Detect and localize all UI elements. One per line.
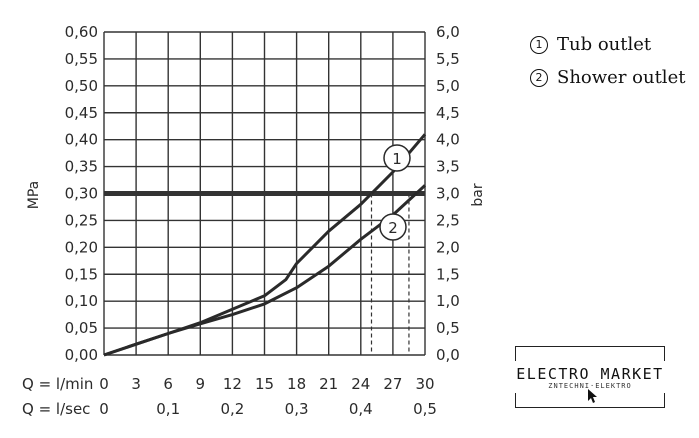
legend-marker-2: 2 [530, 68, 548, 87]
brand-logo: ELECTRO MARKET ZNTECHNI·ELEKTRO [495, 346, 685, 408]
x-tick-lmin: 18 [287, 375, 306, 393]
x-tick-lmin: 24 [351, 375, 370, 393]
y-tick-right: 1,5 [436, 265, 460, 283]
x-tick-lsec: 0 [99, 400, 109, 418]
y-tick-left: 0,30 [65, 185, 98, 203]
x-tick-lmin: 3 [131, 375, 141, 393]
y-tick-right: 4,0 [436, 131, 460, 149]
y-tick-right: 3,5 [436, 158, 460, 176]
x-tick-lmin: 6 [163, 375, 173, 393]
logo-frame-top [515, 346, 665, 361]
y-tick-left: 0,20 [65, 238, 98, 256]
y-tick-left: 0,00 [65, 346, 98, 364]
series-marker-label-2: 2 [388, 219, 398, 237]
series-marker-label-1: 1 [392, 150, 402, 168]
logo-frame-bottom [515, 393, 665, 408]
x-tick-lsec: 0,3 [285, 400, 309, 418]
x-tick-lmin: 0 [99, 375, 109, 393]
x-tick-lsec: 0,1 [156, 400, 180, 418]
y-tick-right: 5,0 [436, 77, 460, 95]
y-tick-left: 0,45 [65, 104, 98, 122]
x-tick-lsec: 0,5 [413, 400, 437, 418]
logo-text: ELECTRO MARKET [495, 365, 685, 383]
y-tick-right: 1,0 [436, 292, 460, 310]
y-tick-left: 0,10 [65, 292, 98, 310]
series-marker-1 [383, 144, 411, 172]
y-tick-left: 0,35 [65, 158, 98, 176]
x-tick-lmin: 9 [196, 375, 206, 393]
y-tick-right: 6,0 [436, 23, 460, 41]
y-tick-left: 0,60 [65, 23, 98, 41]
legend-item-2: 2 Shower outlet [530, 61, 685, 94]
x-tick-lmin: 27 [383, 375, 402, 393]
y-tick-right: 0,0 [436, 346, 460, 364]
legend-label-2: Shower outlet [557, 67, 686, 88]
y-tick-right: 0,5 [436, 319, 460, 337]
legend: 1 Tub outlet 2 Shower outlet [530, 28, 685, 94]
x-tick-lsec: 0,4 [349, 400, 373, 418]
x-tick-lmin: 30 [415, 375, 434, 393]
x-tick-lmin: 12 [223, 375, 242, 393]
y-tick-left: 0,50 [65, 77, 98, 95]
series-line-2 [103, 184, 427, 357]
x-row1-label: Q = l/min [22, 375, 93, 393]
x-tick-lsec: 0,2 [220, 400, 244, 418]
legend-marker-1: 1 [530, 35, 548, 54]
y-tick-left: 0,55 [65, 50, 98, 68]
x-tick-lmin: 15 [255, 375, 274, 393]
y-axis-label-right: bar [470, 183, 486, 206]
tick-labels: 0,000,050,100,150,200,250,300,350,400,45… [22, 23, 460, 418]
y-tick-right: 2,0 [436, 238, 460, 256]
series-marker-2 [379, 213, 407, 241]
y-axis-label-left: MPa [26, 181, 42, 209]
y-tick-left: 0,40 [65, 131, 98, 149]
x-tick-lmin: 21 [319, 375, 338, 393]
legend-label-1: Tub outlet [557, 34, 652, 55]
y-tick-left: 0,05 [65, 319, 98, 337]
y-tick-left: 0,15 [65, 265, 98, 283]
x-row2-label: Q = l/sec [22, 400, 90, 418]
cursor-icon [588, 389, 597, 403]
series-lines: 12 [103, 133, 427, 357]
legend-item-1: 1 Tub outlet [530, 28, 685, 61]
y-tick-left: 0,25 [65, 211, 98, 229]
y-tick-right: 3,0 [436, 185, 460, 203]
logo-subtext: ZNTECHNI·ELEKTRO [548, 382, 632, 390]
y-tick-right: 2,5 [436, 211, 460, 229]
y-tick-right: 4,5 [436, 104, 460, 122]
y-tick-right: 5,5 [436, 50, 460, 68]
